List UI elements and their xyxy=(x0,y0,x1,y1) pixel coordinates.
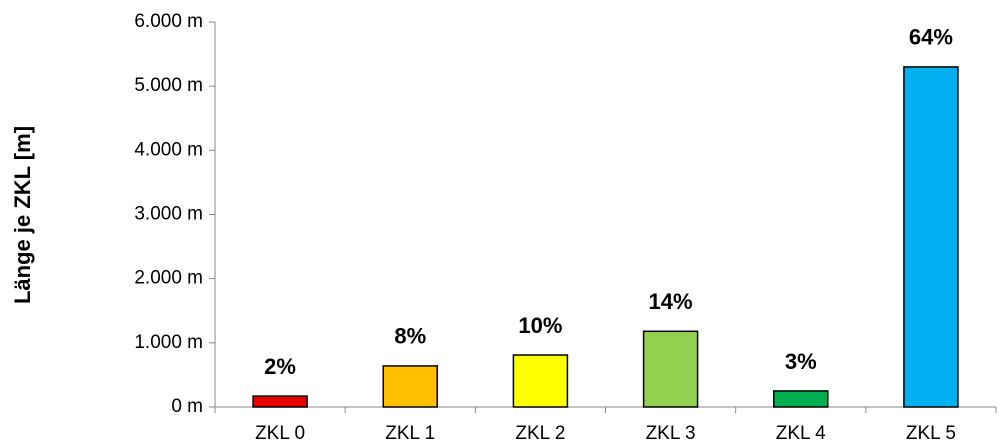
percent-label: 2% xyxy=(264,354,296,379)
percent-label: 8% xyxy=(394,324,426,349)
bar xyxy=(512,354,569,408)
y-tick-label: 6.000 m xyxy=(134,11,203,32)
x-tick-label: ZKL 3 xyxy=(646,423,696,444)
percent-label: 64% xyxy=(909,25,953,50)
x-tick-label: ZKL 0 xyxy=(255,423,305,444)
bar xyxy=(382,365,438,408)
percent-label: 3% xyxy=(785,349,817,374)
percent-label: 10% xyxy=(518,313,562,338)
x-tick-label: ZKL 5 xyxy=(906,423,956,444)
y-axis-label: Länge je ZKL [m] xyxy=(10,126,35,304)
percent-label: 14% xyxy=(649,289,693,314)
x-tick-label: ZKL 4 xyxy=(776,423,826,444)
y-tick-label: 0 m xyxy=(171,396,203,417)
y-tick-label: 4.000 m xyxy=(134,139,203,160)
bar xyxy=(642,330,699,408)
y-tick-label: 2.000 m xyxy=(134,268,203,289)
y-tick-label: 5.000 m xyxy=(134,75,203,96)
bar xyxy=(773,390,829,408)
x-tick-label: ZKL 1 xyxy=(385,423,435,444)
y-tick-label: 3.000 m xyxy=(134,204,203,225)
bar xyxy=(903,66,959,408)
y-tick-label: 1.000 m xyxy=(134,332,203,353)
x-tick-label: ZKL 2 xyxy=(515,423,565,444)
bar xyxy=(252,395,308,408)
